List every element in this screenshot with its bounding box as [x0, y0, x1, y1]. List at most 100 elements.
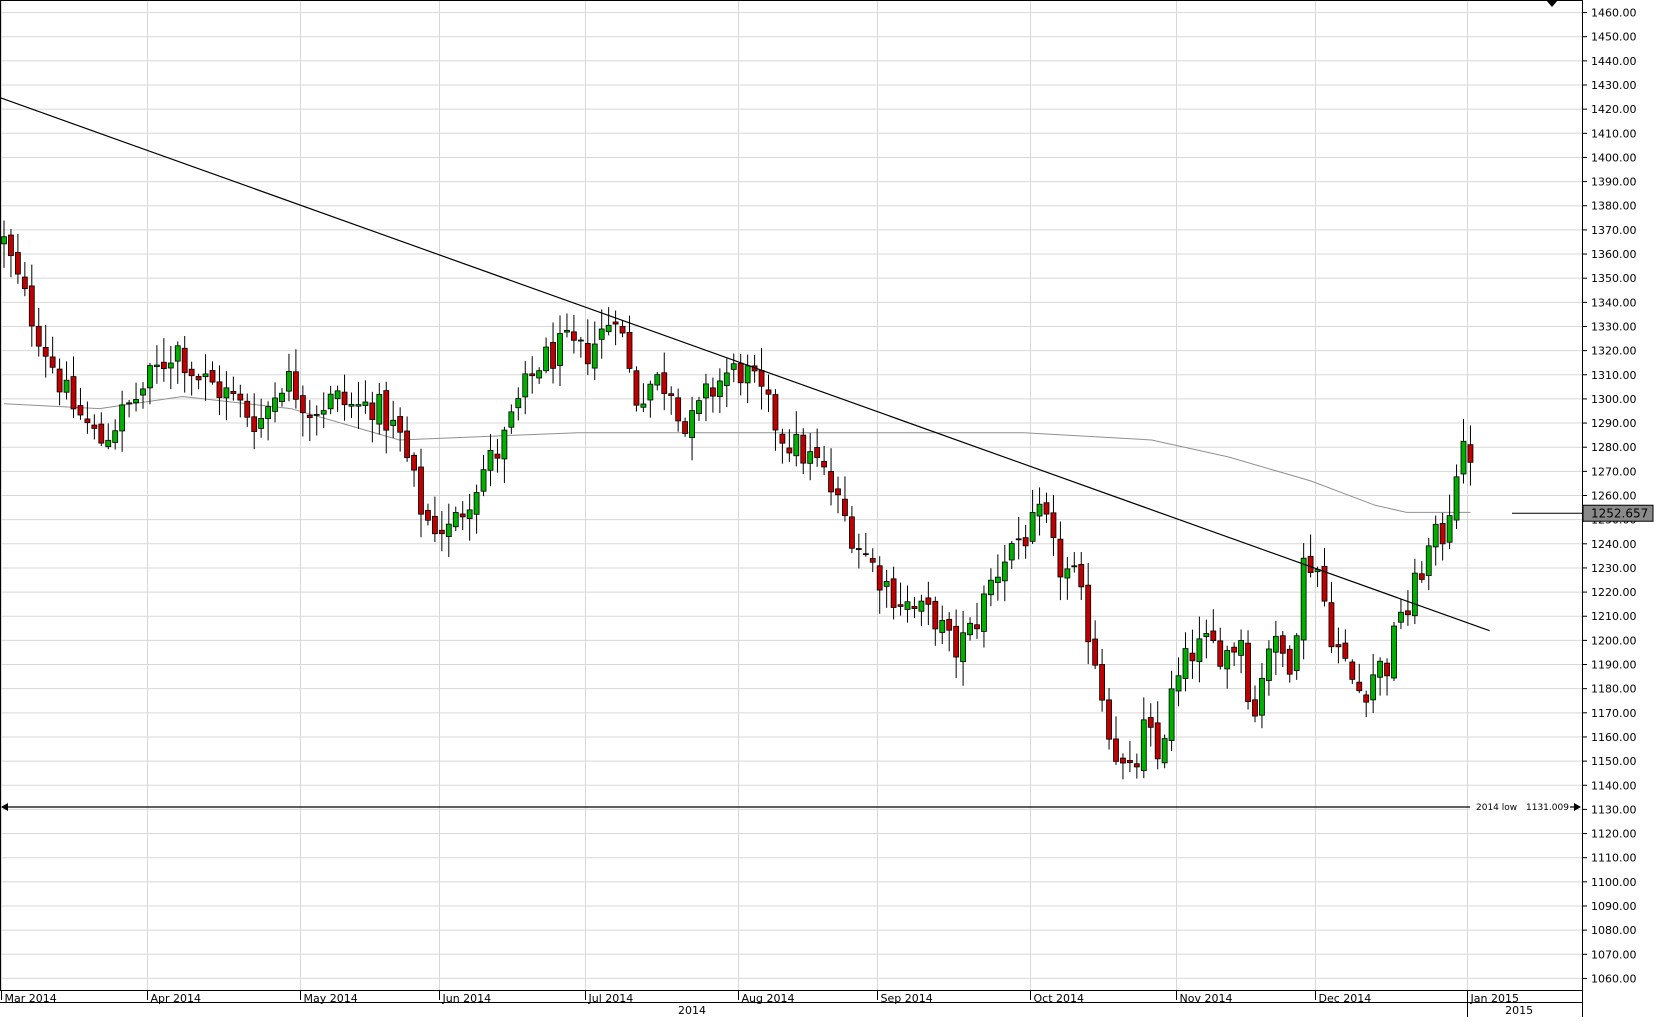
candle-body	[842, 498, 848, 517]
overlay-lines: 2014 low 1131.009	[0, 97, 1582, 813]
x-month-label: Jun 2014	[442, 992, 492, 1005]
candle-body	[174, 345, 181, 362]
candle-body	[1154, 722, 1161, 760]
support-arrow-right-icon	[1574, 802, 1581, 811]
moving-average	[3, 395, 1471, 513]
candle-body	[890, 578, 897, 608]
candle-body	[1328, 602, 1335, 648]
scroll-marker-icon	[1546, 0, 1558, 7]
candle-body	[960, 632, 966, 663]
y-tick-label: 1110.00	[1591, 852, 1637, 865]
candle-body	[772, 394, 779, 431]
y-tick-label: 1430.00	[1591, 79, 1637, 92]
candle-body	[237, 393, 244, 401]
candle-body	[1259, 677, 1265, 716]
candle-body	[584, 342, 591, 365]
moving-average-line	[3, 395, 1471, 513]
candle-body	[1182, 648, 1189, 679]
candle-body	[696, 400, 702, 414]
candle-body	[1446, 515, 1453, 543]
candle-body	[258, 418, 265, 429]
y-tick-label: 1290.00	[1591, 417, 1637, 430]
candle-body	[1203, 633, 1210, 638]
candle-body	[91, 424, 98, 429]
candle-body	[1307, 555, 1314, 573]
support-arrow-left-icon	[1, 802, 8, 811]
y-tick-label: 1450.00	[1591, 31, 1637, 44]
candle-body	[286, 371, 292, 392]
candle-body	[654, 374, 661, 386]
candle-body	[1266, 648, 1272, 681]
candle-body	[1001, 561, 1008, 582]
downtrend-line	[0, 97, 1490, 632]
candle-body	[167, 362, 174, 369]
candle-body	[994, 576, 1001, 583]
candle-body	[1196, 638, 1203, 663]
candle-body	[1286, 648, 1293, 675]
candle-body	[411, 454, 417, 471]
candle-body	[452, 512, 459, 528]
candle-body	[758, 369, 765, 387]
candle-body	[1022, 537, 1029, 547]
candle-body	[793, 434, 800, 457]
candle-body	[140, 388, 146, 396]
candle-body	[1217, 640, 1224, 667]
current-price-label: 1252.657	[1591, 507, 1648, 521]
candle-body	[932, 600, 939, 630]
candle-body	[675, 397, 682, 422]
y-tick-label: 1210.00	[1591, 610, 1637, 623]
y-tick-label: 1240.00	[1591, 538, 1637, 551]
candle-body	[404, 430, 411, 459]
candle-body	[821, 461, 827, 468]
candle-body	[522, 373, 529, 398]
candle-body	[640, 403, 647, 408]
candle-body	[438, 529, 445, 535]
candle-body	[904, 601, 911, 610]
candle-body	[1140, 719, 1147, 772]
candle-body	[633, 370, 640, 406]
candle-body	[716, 380, 723, 397]
candle-body	[202, 373, 209, 378]
candle-body	[730, 363, 737, 370]
candle-body	[1015, 538, 1022, 541]
candle-body	[883, 581, 890, 587]
candle-body	[765, 389, 772, 395]
candle-body	[181, 347, 188, 374]
candle-body	[390, 419, 397, 426]
x-month-label: Oct 2014	[1034, 992, 1085, 1005]
y-tick-label: 1320.00	[1591, 345, 1637, 358]
candle-body	[1092, 638, 1099, 666]
candle-body	[320, 410, 327, 415]
candle-body	[1057, 538, 1064, 578]
candle-body	[1127, 760, 1133, 764]
candle-body	[1272, 635, 1279, 653]
candle-body	[577, 339, 584, 342]
y-tick-label: 1300.00	[1591, 393, 1637, 406]
candle-body	[279, 392, 285, 402]
y-tick-label: 1190.00	[1591, 659, 1637, 672]
x-month-label: Jul 2014	[588, 992, 634, 1005]
candle-body	[244, 400, 251, 418]
x-month-label: Apr 2014	[151, 992, 202, 1005]
candle-body	[1238, 640, 1244, 656]
candle-body	[1405, 610, 1411, 616]
support-label: 2014 low	[1476, 803, 1517, 813]
y-tick-label: 1060.00	[1591, 972, 1637, 985]
candle-body	[119, 404, 126, 432]
candle-body	[1210, 630, 1217, 642]
candle-body	[661, 372, 668, 394]
y-tick-label: 1340.00	[1591, 296, 1637, 309]
y-tick-label: 1090.00	[1591, 900, 1637, 913]
candle-body	[1370, 674, 1377, 701]
candle-body	[1231, 646, 1238, 653]
candle-body	[397, 416, 404, 433]
candle-body	[355, 404, 362, 407]
candle-body	[1391, 625, 1397, 679]
candle-body	[703, 383, 709, 399]
candle-body	[98, 423, 105, 444]
candle-body	[1008, 543, 1015, 561]
candle-body	[849, 516, 855, 549]
candle-body	[306, 414, 313, 418]
candle-body	[195, 375, 202, 381]
